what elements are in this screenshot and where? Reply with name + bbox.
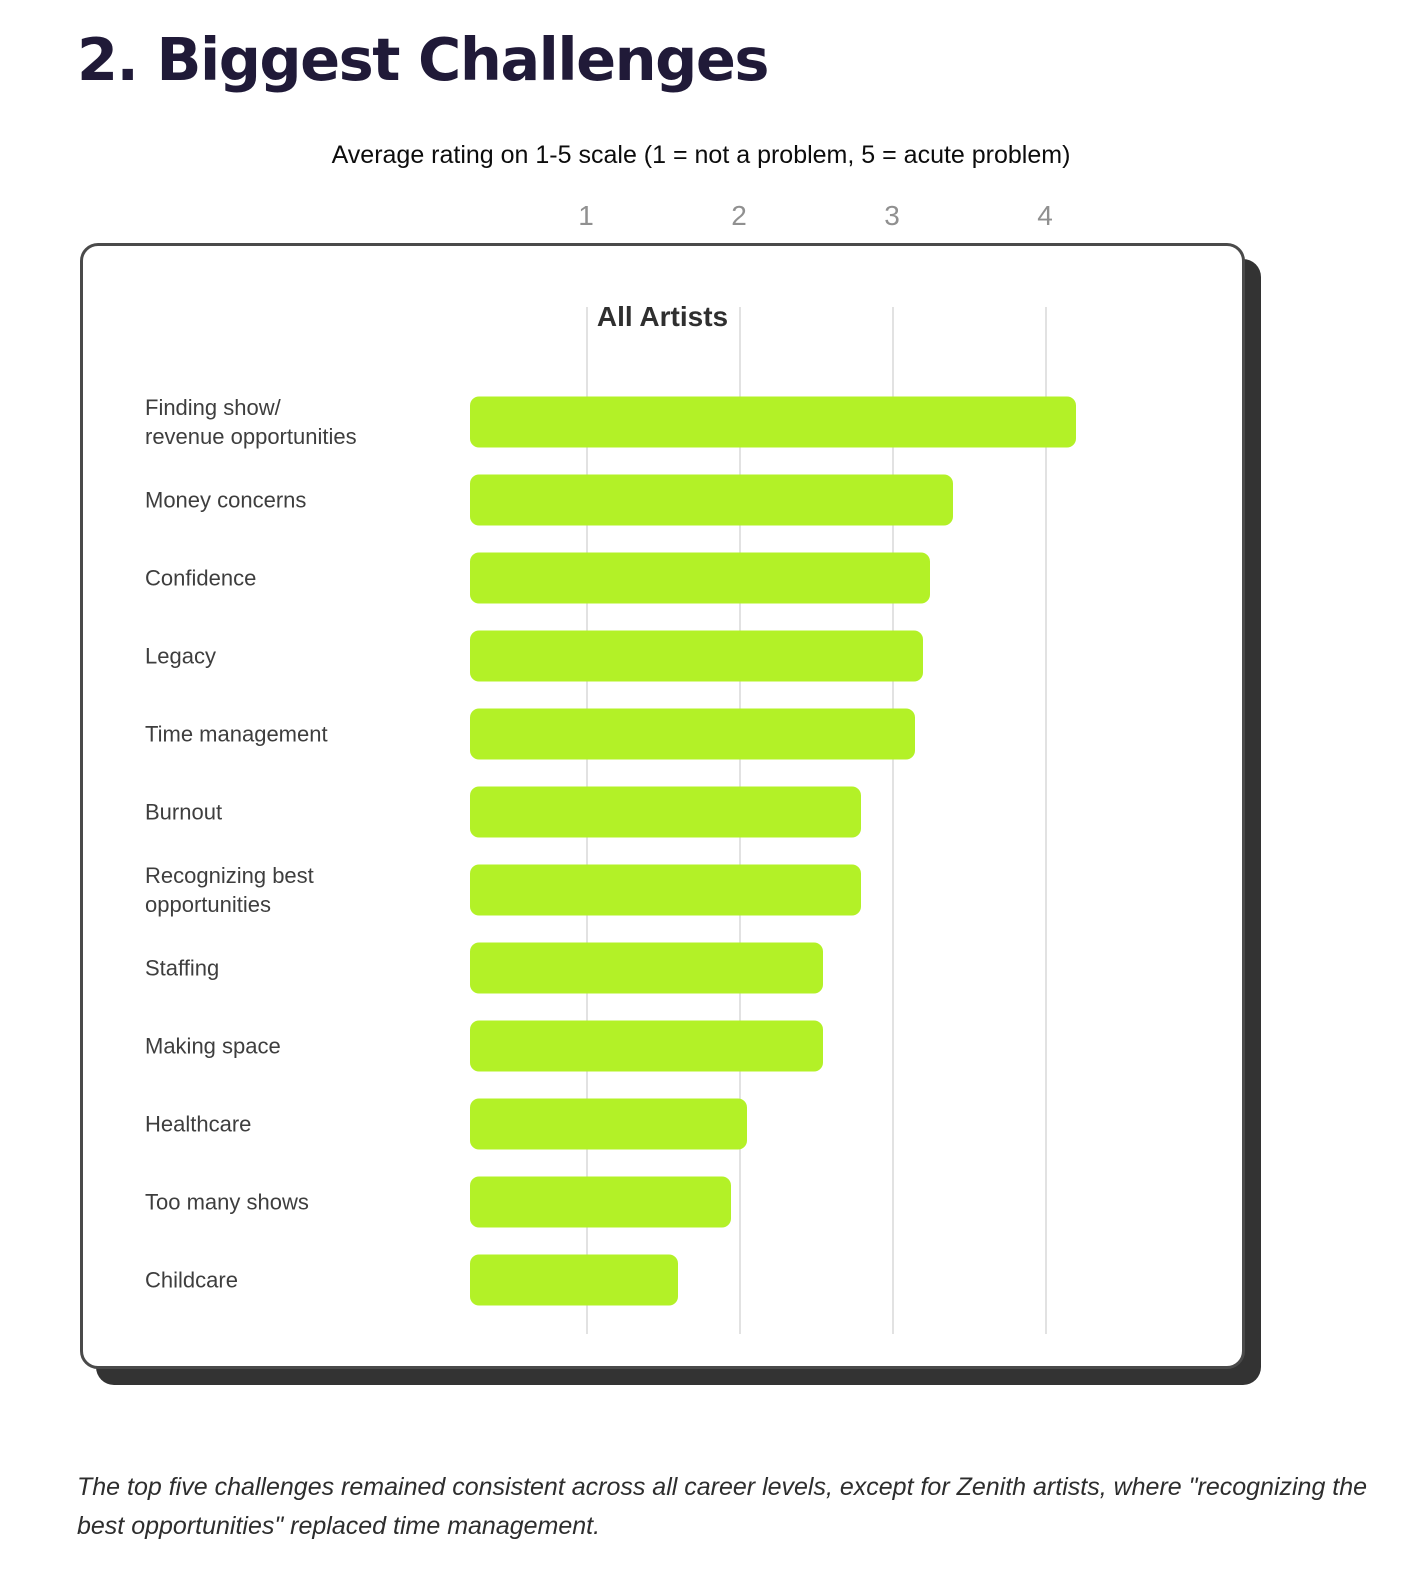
category-label: Burnout <box>145 799 223 825</box>
bar-12 <box>470 1254 678 1306</box>
category-label: Childcare <box>145 1267 238 1293</box>
bar-row: Burnout <box>83 773 1242 851</box>
category-label: Healthcare <box>145 1111 252 1137</box>
panel-title: All Artists <box>596 300 729 332</box>
category-label: Making space <box>145 1033 281 1059</box>
bar-row: Finding show/revenue opportunities <box>83 383 1242 461</box>
bar-4 <box>470 630 923 682</box>
bar-row: Too many shows <box>83 1163 1242 1241</box>
bar-row: Staffing <box>83 929 1242 1007</box>
bar-chart: 1 2 3 4 All Artists Finding show/revenue op… <box>80 198 1245 1369</box>
x-tick-2: 2 <box>731 199 747 231</box>
x-tick-3: 3 <box>884 199 900 231</box>
bar-row: Money concerns <box>83 461 1242 539</box>
bar-7 <box>470 864 861 916</box>
category-label: Too many shows <box>145 1189 309 1215</box>
footnote: The top five challenges remained consist… <box>77 1472 1368 1540</box>
chart-card: All Artists Finding show/revenue opportu… <box>80 242 1245 1369</box>
category-label: Money concerns <box>145 487 307 513</box>
chart-subtitle: Average rating on 1-5 scale (1 = not a p… <box>331 140 1071 169</box>
gridline-3 <box>892 306 894 1334</box>
category-label: Recognizing best opportunities <box>145 862 314 917</box>
bar-rows: Finding show/revenue opportunities Money … <box>83 383 1242 1319</box>
bar-9 <box>470 1020 823 1072</box>
bar-2 <box>470 474 953 526</box>
x-axis-ticks: 1 2 3 4 <box>80 198 1245 236</box>
bar-8 <box>470 942 823 994</box>
bar-row: Childcare <box>83 1241 1242 1319</box>
category-label: Staffing <box>145 955 220 981</box>
category-label: Time management <box>145 721 328 747</box>
bar-row: Making space <box>83 1007 1242 1085</box>
report-page: 2. Biggest Challenges Average rating on … <box>0 26 1402 1588</box>
category-label: Finding show/revenue opportunities <box>145 394 357 449</box>
bar-row: Time management <box>83 695 1242 773</box>
x-tick-4: 4 <box>1037 199 1053 231</box>
bar-3 <box>470 552 930 604</box>
bar-10 <box>470 1098 747 1150</box>
category-label: Legacy <box>145 643 216 669</box>
bar-11 <box>470 1176 731 1228</box>
bar-row: Legacy <box>83 617 1242 695</box>
bar-row: Recognizing best opportunities <box>83 851 1242 929</box>
bar-row: Confidence <box>83 539 1242 617</box>
x-tick-1: 1 <box>578 199 594 231</box>
bar-6 <box>470 786 861 838</box>
bar-1 <box>470 396 1076 448</box>
bar-row: Healthcare <box>83 1085 1242 1163</box>
gridline-4 <box>1045 306 1047 1334</box>
bar-5 <box>470 708 915 760</box>
page-title: 2. Biggest Challenges <box>77 25 770 94</box>
category-label: Confidence <box>145 565 257 591</box>
